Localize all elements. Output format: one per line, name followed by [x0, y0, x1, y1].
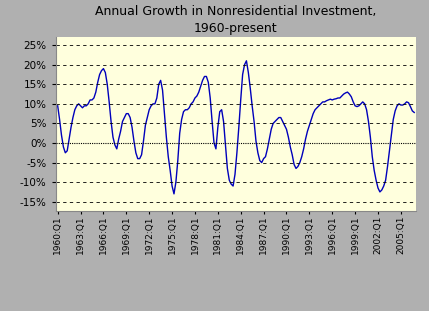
Title: Annual Growth in Nonresidential Investment,
1960-present: Annual Growth in Nonresidential Investme…: [95, 5, 377, 35]
